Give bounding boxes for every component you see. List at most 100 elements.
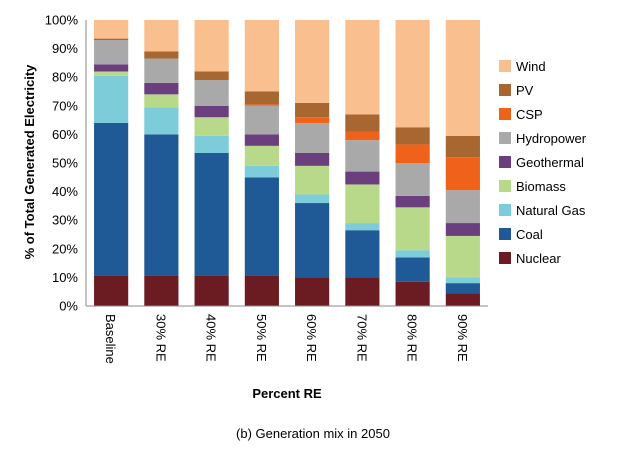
bar-segment-nuclear [395,281,430,306]
y-tick-label: 40% [52,184,78,199]
legend-label: Geothermal [516,155,584,170]
bar-segment-coal [244,177,279,276]
bar-segment-geothermal [445,223,480,236]
bar-segment-hydropower [94,40,129,65]
y-tick-label: 0% [59,299,78,314]
legend-swatch [499,228,511,240]
x-axis-ticks: Baseline 30% RE 40% RE 50% RE 60% RE 70% RE 80… [103,314,470,364]
legend-label: CSP [516,107,543,122]
bar-segment-pv [445,135,480,158]
legend-swatch [499,108,511,120]
bars [94,20,480,306]
legend-label: Natural Gas [516,203,586,218]
x-tick-label: 40% RE [204,314,219,362]
bar-segment-natural-gas [345,223,380,231]
y-tick-label: 30% [52,213,78,228]
bar-segment-biomass [94,71,129,76]
bar-segment-pv [295,102,330,118]
bar-segment-hydropower [194,80,229,106]
bar-segment-hydropower [144,58,179,83]
bar-segment-natural-gas [144,107,179,135]
bar-segment-coal [94,122,129,276]
bar-segment-wind [94,20,129,39]
bar-segment-natural-gas [94,75,129,123]
bar-segment-coal [295,203,330,278]
x-tick-label: 30% RE [153,314,168,362]
bar-segment-biomass [244,145,279,166]
bar-segment-biomass [194,117,229,136]
bar-segment-natural-gas [445,277,480,284]
x-axis-title: Percent RE [252,386,322,401]
bar-segment-wind [345,20,380,115]
axis-lines [85,20,488,307]
bar-segment-coal [395,257,430,282]
y-tick-label: 70% [52,98,78,113]
bar-segment-natural-gas [194,135,229,153]
legend-label: Biomass [516,179,566,194]
bar-segment-hydropower [395,163,430,196]
bar-segment-csp [244,104,279,106]
bar-segment-biomass [295,165,330,195]
legend-label: PV [516,83,534,98]
legend-label: Coal [516,227,543,242]
legend-swatch [499,60,511,72]
bar-segment-nuclear [345,277,380,306]
legend-swatch [499,204,511,216]
bar-segment-biomass [345,184,380,224]
figure-caption: (b) Generation mix in 2050 [236,426,390,441]
bar-segment-biomass [445,235,480,278]
bar-segment-nuclear [94,275,129,306]
bar-segment-nuclear [244,275,279,306]
legend-swatch [499,132,511,144]
y-axis-title-group: % of Total Generated Electricity [22,64,37,260]
bar-segment-coal [345,230,380,278]
bar-segment-nuclear [295,277,330,306]
bar-segment-geothermal [144,82,179,95]
y-tick-label: 80% [52,70,78,85]
x-tick-label: 90% RE [455,314,470,362]
y-axis-ticks: 0% 10% 20% 30% 40% 50% 60% 70% 80% 90% 100% [45,13,79,314]
bar-segment-hydropower [445,190,480,224]
legend-label: Hydropower [516,131,587,146]
x-tick-label: 50% RE [254,314,269,362]
bar-segment-hydropower [345,140,380,172]
x-tick-label: 60% RE [304,314,319,362]
bar-segment-coal [144,134,179,276]
bar-segment-geothermal [395,195,430,208]
bar-segment-hydropower [295,122,330,153]
bar-segment-natural-gas [295,194,330,204]
y-axis-title: % of Total Generated Electricity [22,64,37,260]
bar-segment-csp [345,131,380,141]
bar-segment-pv [94,38,129,41]
bar-segment-wind [244,20,279,92]
bar-segment-geothermal [194,105,229,118]
y-tick-label: 90% [52,41,78,56]
legend-swatch [499,252,511,264]
legend: Wind PV CSP Hydropower Geothermal Biomass Natu… [499,59,587,266]
x-tick-label: 70% RE [354,314,369,362]
bar-segment-wind [295,20,330,103]
bar-segment-pv [244,91,279,105]
bar-segment-geothermal [295,152,330,166]
bar-segment-pv [194,71,229,81]
bar-segment-geothermal [94,64,129,72]
x-tick-label: 80% RE [405,314,420,362]
bar-segment-coal [194,152,229,276]
bar-segment-natural-gas [395,250,430,258]
bar-segment-csp [395,144,430,163]
bar-segment-csp [445,157,480,191]
y-tick-label: 10% [52,270,78,285]
y-tick-label: 50% [52,156,78,171]
stacked-bar-chart: % of Total Generated Electricity 0% 10% 20… [22,13,587,402]
y-tick-label: 60% [52,127,78,142]
bar-segment-csp [295,117,330,123]
legend-swatch [499,84,511,96]
legend-swatch [499,156,511,168]
bar-segment-coal [445,283,480,294]
bar-segment-nuclear [144,275,179,306]
bar-segment-natural-gas [244,165,279,178]
legend-swatch [499,180,511,192]
bar-segment-wind [445,20,480,136]
y-tick-label: 20% [52,241,78,256]
bar-segment-geothermal [345,171,380,185]
